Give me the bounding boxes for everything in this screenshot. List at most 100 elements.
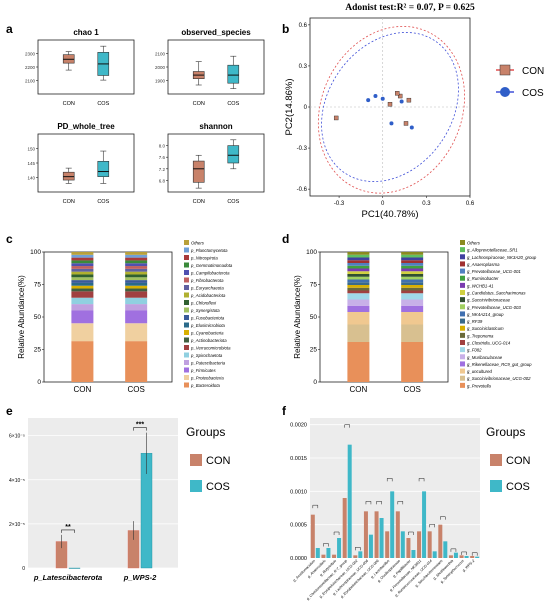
x-axis-label: PC1(40.78%) — [361, 209, 418, 220]
legend-swatch — [184, 382, 189, 388]
significance-bracket — [323, 543, 329, 547]
legend-swatch — [184, 262, 189, 268]
y-tick-label: 0.0010 — [290, 489, 307, 495]
legend-label: g_Prevotellaceae_UCG-003 — [467, 305, 521, 310]
y-tick-label: 4×10⁻⁵ — [9, 478, 25, 484]
bar-con — [363, 511, 368, 558]
x-tick-label: 0.6 — [466, 201, 475, 207]
legend-label: g_Candidatus_Saccharimonas — [467, 291, 526, 296]
y-tick-label: 50 — [310, 314, 318, 321]
legend-label: p_Bacteroidota — [190, 383, 221, 388]
stack-segment — [71, 280, 94, 283]
x-category-label: CON — [193, 199, 205, 205]
bar-con — [353, 555, 358, 558]
legend-con-label: CON — [506, 455, 531, 467]
legend-swatch — [184, 240, 189, 245]
con-point — [333, 115, 339, 121]
significance-bracket — [333, 531, 340, 535]
y-tick-label: 1900 — [155, 79, 166, 84]
stack-segment — [401, 305, 424, 312]
stack-segment — [125, 266, 148, 269]
stack-segment — [71, 291, 94, 298]
stack-segment — [347, 252, 370, 255]
y-tick-label: 0.0005 — [290, 523, 307, 529]
bar-con — [310, 514, 315, 558]
boxplot-title: chao 1 — [73, 28, 99, 37]
plot-background — [310, 418, 480, 558]
legend-swatch — [460, 311, 465, 317]
y-tick-label: 2300 — [25, 52, 36, 57]
legend-swatch — [184, 255, 189, 260]
stack-segment — [71, 310, 94, 324]
stack-segment — [125, 323, 148, 342]
bar-con — [406, 538, 411, 558]
y-tick-label: 0.0000 — [290, 556, 307, 562]
bar-cos — [443, 541, 448, 558]
con-point — [397, 93, 403, 99]
con-point — [406, 97, 412, 103]
y-axis-label: Relative Abundance(%) — [17, 275, 26, 359]
stack-segment — [71, 274, 94, 278]
stack-segment — [71, 304, 94, 311]
stack-segment — [71, 282, 94, 286]
stack-segment — [401, 254, 424, 258]
legend-label: g_NK4A214_group — [467, 312, 504, 317]
bar-cos — [390, 491, 395, 558]
phylum-difference-bar-chart: 0 2×10⁻⁵ 4×10⁻⁵ 6×10⁻⁵ ** p_Latescibacterota *… — [9, 418, 231, 582]
boxplot-title: observed_species — [181, 28, 251, 37]
bar-cos — [453, 552, 458, 558]
stack-segment — [71, 341, 94, 382]
x-tick-label: 0 — [381, 201, 385, 207]
stack-segment — [347, 324, 370, 342]
cos-point — [366, 98, 371, 103]
panel-e-letter: e — [6, 404, 13, 418]
legend-label: g_Prevotella — [467, 383, 491, 388]
y-tick-label: 150 — [27, 147, 35, 152]
stack-segment — [71, 263, 94, 267]
legend-title: Groups — [186, 425, 225, 439]
x-category-label: p_WPS-2 — [123, 573, 157, 582]
bar-con — [395, 511, 400, 558]
stack-segment — [125, 288, 148, 292]
stack-segment — [71, 266, 94, 269]
legend-con-label: CON — [522, 66, 544, 77]
bar-con — [321, 554, 326, 558]
stack-segment — [401, 324, 424, 342]
stack-segment — [401, 285, 424, 288]
x-category-label: COS — [403, 385, 420, 394]
stack-segment — [401, 271, 424, 274]
stack-segment — [125, 291, 148, 298]
significance-bracket — [133, 427, 147, 431]
stack-segment — [347, 276, 370, 280]
bar-cos — [315, 548, 320, 558]
stack-segment — [347, 257, 370, 261]
stack-segment — [71, 271, 94, 275]
significance-bracket — [461, 551, 467, 555]
stack-segment — [347, 290, 370, 294]
legend-swatch — [460, 375, 465, 381]
stack-segment — [125, 260, 148, 264]
legend-label: g_uncultured — [467, 369, 492, 374]
plot-frame — [167, 133, 265, 193]
significance-bracket — [376, 501, 382, 505]
stack-segment — [125, 282, 148, 286]
y-tick-label: 100 — [30, 249, 41, 256]
stack-segment — [71, 257, 94, 261]
legend-swatch — [184, 270, 189, 275]
genus-stacked-bar-chart: 0 25 50 75 100 Relative Abundance(%) CON COS Oth… — [293, 240, 537, 394]
con-point — [395, 91, 400, 96]
y-tick-label: 2100 — [25, 79, 36, 84]
con-point — [387, 102, 393, 107]
significance-bracket — [61, 529, 75, 533]
stack-segment — [125, 252, 148, 255]
significance-bracket — [471, 552, 478, 556]
legend-label: g_Anaeroplasma — [467, 262, 500, 267]
stack-segment — [401, 257, 424, 261]
legend-swatch — [184, 345, 189, 350]
legend-swatch — [184, 247, 189, 253]
legend-swatch — [460, 261, 465, 267]
stack-segment — [71, 288, 94, 292]
stack-segment — [347, 287, 370, 291]
y-tick-label: 25 — [310, 347, 318, 354]
legend-label: p_Proteobacteria — [190, 376, 224, 381]
